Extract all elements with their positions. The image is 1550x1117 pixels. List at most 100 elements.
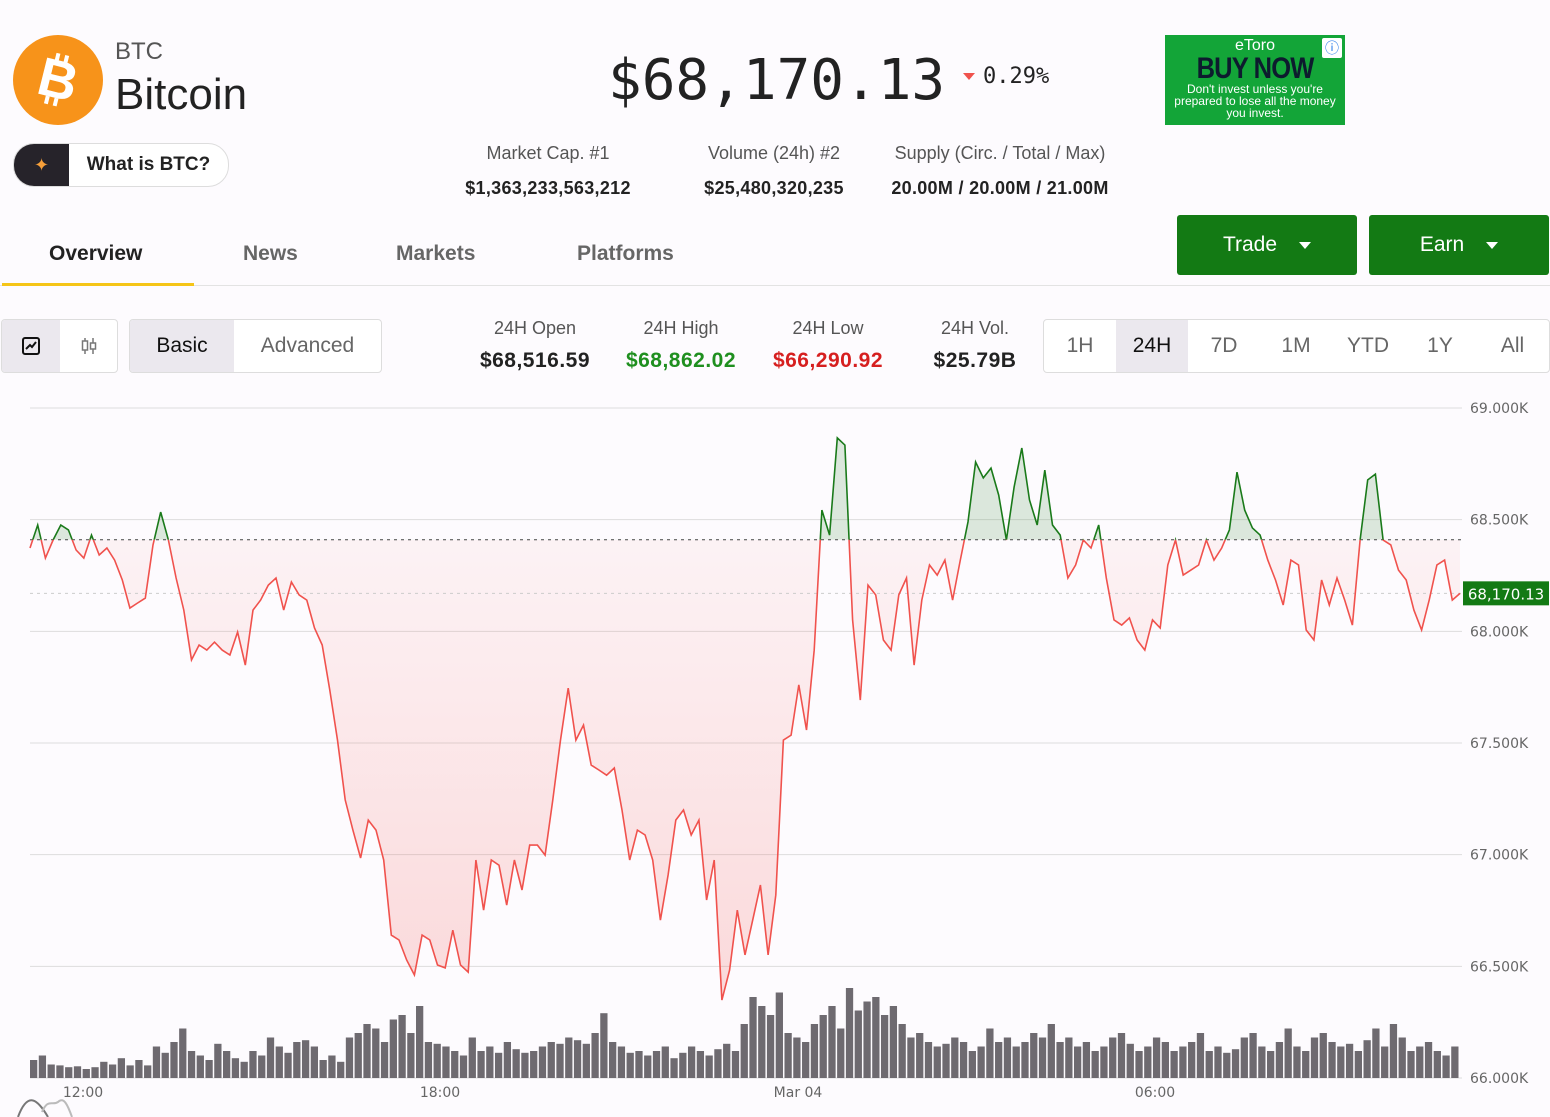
volume-bar xyxy=(845,988,854,1078)
volume-bar xyxy=(775,992,783,1078)
tab-platforms[interactable]: Platforms xyxy=(577,242,674,265)
volume-bar xyxy=(626,1052,634,1078)
volume-bar xyxy=(363,1024,371,1078)
volume-bar xyxy=(249,1051,257,1078)
stat-value: $25.79B xyxy=(933,349,1017,372)
volume-bar xyxy=(986,1028,994,1078)
range-7d[interactable]: 7D xyxy=(1210,334,1238,357)
range-1m[interactable]: 1M xyxy=(1281,334,1311,357)
volume-bar xyxy=(1082,1042,1091,1078)
volume-bar xyxy=(1310,1037,1319,1078)
volume-bar xyxy=(179,1028,187,1078)
price-chart[interactable]: 69.000K 68.500K 68.000K 67.500K 67.000K 66.50… xyxy=(0,390,1550,1117)
volume-bar xyxy=(679,1052,687,1078)
volume-bar xyxy=(1398,1037,1406,1078)
volume-bar xyxy=(494,1052,503,1078)
volume-bar xyxy=(933,1046,941,1078)
volume-bar xyxy=(258,1055,266,1078)
candlestick-icon[interactable] xyxy=(60,320,117,372)
y-tick-label: 68.000K xyxy=(1470,624,1529,640)
volume-bar xyxy=(714,1049,722,1078)
stat-label: 24H High xyxy=(643,318,719,338)
volume-bar xyxy=(433,1043,441,1078)
volume-bar xyxy=(582,1043,590,1078)
x-tick-label: 06:00 xyxy=(1135,1085,1175,1101)
volume-bar xyxy=(91,1067,99,1078)
tab-news[interactable]: News xyxy=(243,242,298,265)
line-chart-icon[interactable] xyxy=(2,320,60,372)
y-tick-label: 66.500K xyxy=(1470,959,1529,975)
volume-bar xyxy=(828,1006,836,1078)
earn-label: Earn xyxy=(1419,233,1465,256)
what-is-btc-button[interactable]: ✦ What is BTC? xyxy=(13,143,229,187)
volume-bar xyxy=(1302,1051,1310,1078)
stat-value: $25,480,320,235 xyxy=(704,178,844,198)
volume-bar xyxy=(293,1042,301,1078)
range-ytd[interactable]: YTD xyxy=(1347,334,1389,357)
tab-overview[interactable]: Overview xyxy=(49,242,143,265)
volume-bar xyxy=(459,1055,468,1078)
navigator-icon[interactable] xyxy=(17,1099,73,1117)
earn-button[interactable]: Earn xyxy=(1369,215,1549,275)
price-change-value: 0.29% xyxy=(983,64,1050,89)
volume-bar xyxy=(468,1037,476,1078)
volume-bar xyxy=(319,1060,327,1078)
current-price-label: 68,170.13 xyxy=(1468,585,1544,603)
volume-bar xyxy=(1117,1033,1126,1078)
volume-bar xyxy=(301,1040,310,1078)
tab-markets[interactable]: Markets xyxy=(396,242,476,265)
range-24h[interactable]: 24H xyxy=(1116,320,1188,372)
trade-button[interactable]: Trade xyxy=(1177,215,1357,275)
volume-bar xyxy=(310,1046,319,1078)
stat-value: $66,290.92 xyxy=(772,349,884,372)
volume-bar xyxy=(196,1055,204,1078)
range-1h[interactable]: 1H xyxy=(1066,334,1094,357)
volume-bar xyxy=(784,1033,792,1078)
chart-mode-toggle: Basic Advanced xyxy=(129,319,382,373)
tab-divider xyxy=(0,285,1550,286)
volume-bar xyxy=(82,1069,90,1078)
volume-bar xyxy=(1433,1051,1441,1078)
down-arrow-icon xyxy=(963,73,975,80)
y-tick-label: 68.500K xyxy=(1470,513,1529,529)
volume-bar xyxy=(1319,1033,1327,1078)
volume-bar xyxy=(117,1058,126,1078)
volume-bar xyxy=(1275,1042,1284,1078)
volume-bar xyxy=(214,1043,222,1078)
stat-label: Volume (24h) #2 xyxy=(707,143,841,163)
price-line-down xyxy=(29,539,1461,1001)
ad-info-icon[interactable]: ⓘ xyxy=(1322,38,1342,58)
range-1y[interactable]: 1Y xyxy=(1427,334,1453,357)
volume-bar xyxy=(1056,1042,1064,1078)
volume-bar xyxy=(284,1052,292,1078)
volume-bar xyxy=(1389,1024,1398,1078)
range-all[interactable]: All xyxy=(1500,334,1525,357)
volume-bar xyxy=(1091,1051,1099,1078)
volume-bar xyxy=(1240,1037,1248,1078)
current-price: $68,170.13 xyxy=(608,48,946,113)
area-above-baseline xyxy=(32,437,1384,540)
volume-bar xyxy=(644,1055,652,1078)
volume-bar xyxy=(1345,1043,1354,1078)
ad-banner[interactable]: eToro BUY NOW Don't invest unless you're… xyxy=(1165,35,1345,125)
volume-bar xyxy=(924,1042,933,1078)
volume-bar xyxy=(1363,1040,1371,1078)
volume-bar xyxy=(652,1051,661,1078)
volume-bar xyxy=(407,1033,415,1078)
ad-headline: BUY NOW xyxy=(1196,52,1315,85)
volume-bar xyxy=(1223,1052,1231,1078)
volume-bar xyxy=(30,1060,38,1078)
volume-bar xyxy=(889,1006,898,1078)
ad-disclaimer: Don't invest unless you're prepared to l… xyxy=(1174,82,1336,120)
volume-bar xyxy=(144,1065,152,1078)
volume-bar xyxy=(1249,1033,1257,1078)
basic-mode-button[interactable]: Basic xyxy=(130,320,234,372)
volume-bar xyxy=(1161,1042,1169,1078)
volume-bar xyxy=(1188,1042,1196,1078)
advanced-mode-button[interactable]: Advanced xyxy=(260,334,355,357)
volume-bar xyxy=(1407,1051,1415,1078)
volume-bar xyxy=(1012,1046,1020,1078)
volume-bar xyxy=(1293,1046,1301,1078)
24h-high-stat: 24H High $68,862.02 xyxy=(606,318,756,373)
time-range-selector: 1H 24H 7D 1M YTD 1Y All xyxy=(1043,319,1550,373)
